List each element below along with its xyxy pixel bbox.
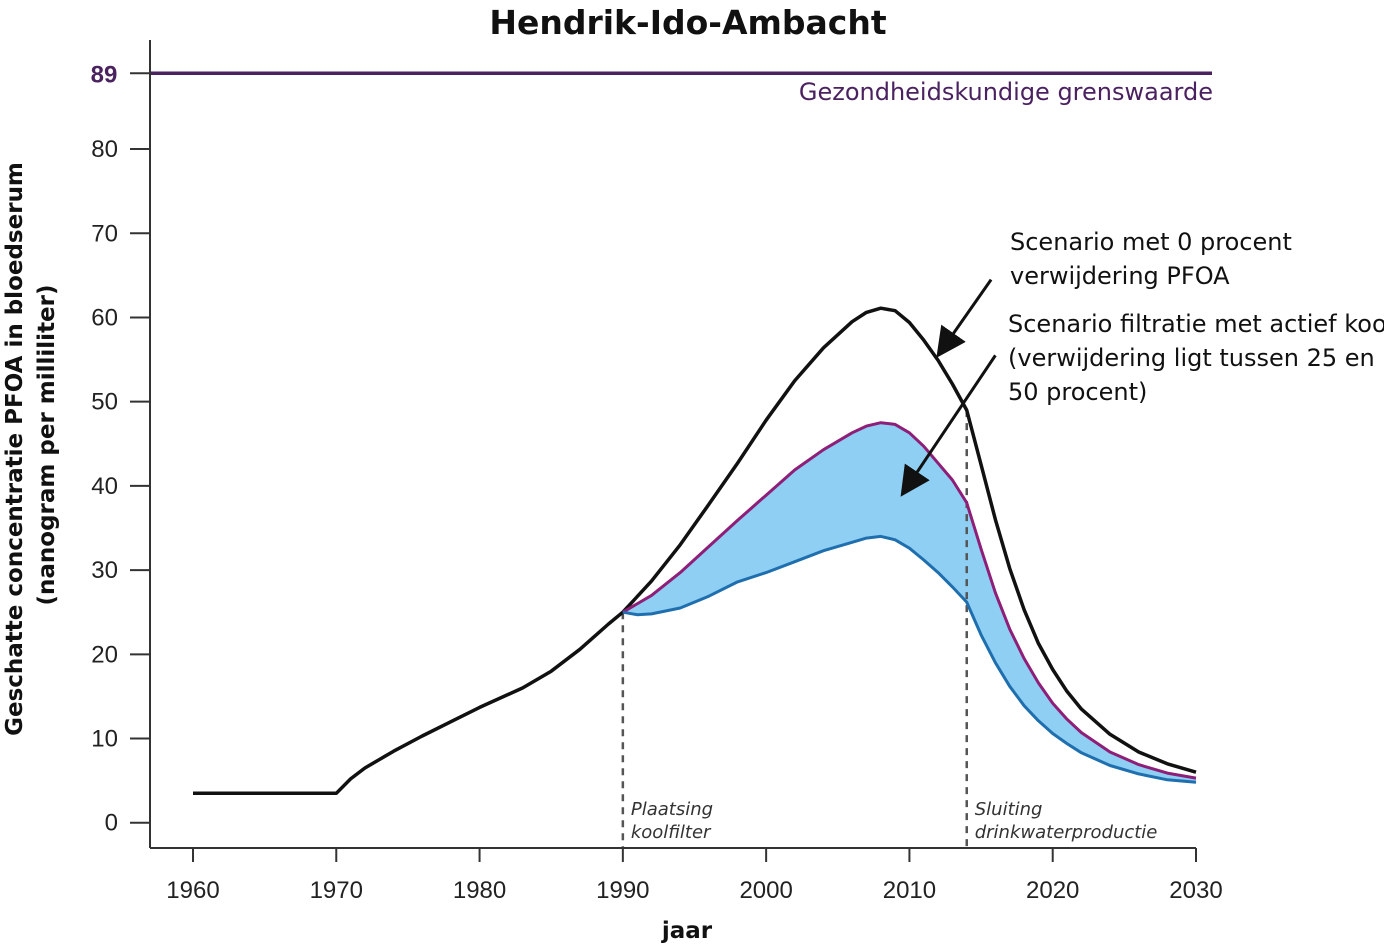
event-label-0-line-0: Plaatsing — [631, 799, 713, 820]
x-tick-label-2030: 2030 — [1169, 877, 1222, 904]
x-tick-label-1990: 1990 — [596, 877, 649, 904]
x-tick-label-2020: 2020 — [1026, 877, 1079, 904]
event-label-1-line-1: drinkwaterproductie — [975, 822, 1158, 843]
band-area — [622, 422, 1196, 783]
y-tick-label-20: 20 — [91, 641, 118, 668]
y-tick-label-70: 70 — [91, 220, 118, 247]
event-markers: Plaatsing koolfilter Sluiting drinkwaterpro… — [621, 410, 1158, 848]
series-lines — [193, 306, 1197, 796]
y-tick-label-10: 10 — [91, 726, 118, 753]
event-label-1: Sluiting drinkwaterproductie — [975, 799, 1158, 843]
y-tick-label-40: 40 — [91, 473, 118, 500]
y-tick-label-50: 50 — [91, 389, 118, 416]
series-line-scenario_filtration_high — [622, 421, 1197, 780]
y-tick-label-60: 60 — [91, 304, 118, 331]
filtration-band — [622, 422, 1196, 783]
threshold: 89 Gezondheidskundige grenswaarde — [91, 61, 1213, 106]
y-axis-label-line-1: Geschatte concentratie PFOA in bloedseru… — [2, 162, 28, 736]
y-axis-label: Geschatte concentratie PFOA in bloedseru… — [2, 154, 60, 736]
x-tick-label-1980: 1980 — [453, 877, 506, 904]
annotation-filtration-line-0: Scenario filtratie met actief kool — [1008, 310, 1384, 338]
x-tick-label-2010: 2010 — [883, 877, 936, 904]
x-tick-label-1970: 1970 — [310, 877, 363, 904]
annotation-filtration-line-2: 50 procent) — [1008, 378, 1147, 406]
arrow-filtration — [900, 354, 997, 497]
y-tick-label-30: 30 — [91, 557, 118, 584]
y-tick-label-80: 80 — [91, 136, 118, 163]
arrow-zero — [936, 278, 993, 358]
event-label-0-line-1: koolfilter — [631, 822, 712, 843]
annotation-zero-line-1: verwijdering PFOA — [1010, 262, 1230, 290]
event-label-0: Plaatsing koolfilter — [631, 799, 713, 843]
event-label-1-line-0: Sluiting — [975, 799, 1043, 820]
annotations: Scenario met 0 procent verwijdering PFOAS… — [900, 228, 1384, 497]
annotation-filtration: Scenario filtratie met actief kool (verwi… — [1008, 310, 1384, 406]
annotation-filtration-line-1: (verwijdering ligt tussen 25 en — [1008, 344, 1375, 372]
series-line-scenario_0 — [193, 306, 1197, 796]
y-tick-label-0: 0 — [105, 810, 118, 837]
chart-title: Hendrik-Ido-Ambacht — [489, 3, 886, 42]
x-tick-label-1960: 1960 — [166, 877, 219, 904]
y-axis-label-line-2: (nanogram per milliliter) — [34, 284, 60, 605]
x-tick-label-2000: 2000 — [739, 877, 792, 904]
annotation-zero: Scenario met 0 procent verwijdering PFOA — [1010, 228, 1292, 290]
threshold-value-label: 89 — [91, 61, 118, 88]
x-axis-label: jaar — [661, 918, 713, 944]
threshold-label: Gezondheidskundige grenswaarde — [799, 78, 1213, 106]
annotation-zero-line-0: Scenario met 0 procent — [1010, 228, 1292, 256]
series-line-scenario_filtration_low — [622, 534, 1197, 784]
